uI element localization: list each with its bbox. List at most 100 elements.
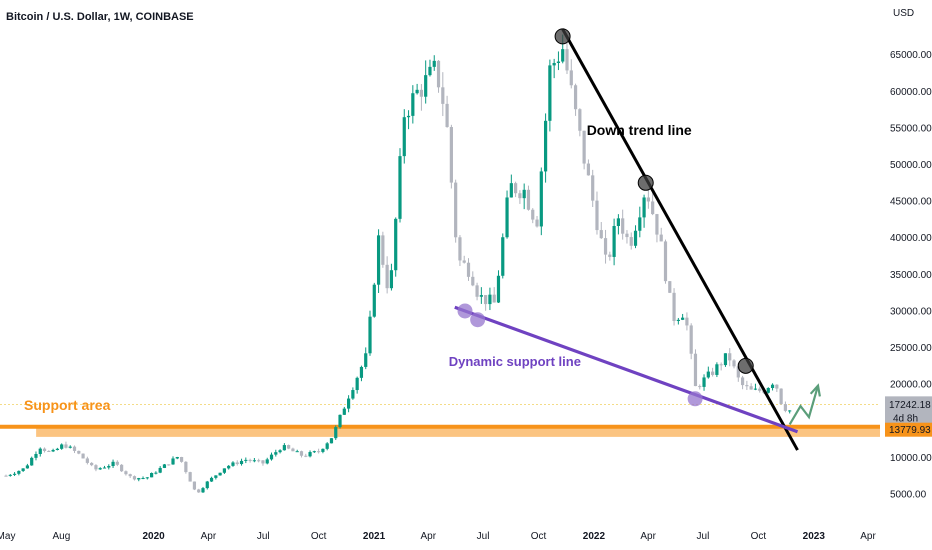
candle-body (663, 241, 668, 282)
candle (111, 459, 115, 468)
candle (415, 83, 419, 95)
candle (60, 443, 64, 450)
price-axis[interactable]: 65000.00 60000.00 55000.00 50000.00 45000.00… (890, 50, 932, 500)
candle-body (569, 70, 573, 86)
candle-body (21, 468, 25, 471)
candle (573, 83, 578, 116)
price-tick-label: 25000.00 (890, 343, 932, 354)
candle-body (81, 453, 85, 459)
candle (723, 353, 728, 367)
candle-body (496, 275, 501, 303)
candle (184, 461, 188, 474)
down-trend-touch-marker (637, 174, 654, 191)
candle (295, 449, 299, 453)
candle (569, 59, 573, 89)
candle-body (706, 371, 710, 378)
candle-body (248, 459, 252, 461)
candle-body (676, 319, 680, 322)
support-area-zone (36, 427, 881, 437)
candle-body (398, 156, 402, 219)
candle (578, 108, 582, 137)
candle-body (411, 93, 415, 116)
candle (158, 466, 162, 474)
candle-body (543, 120, 548, 172)
candle (702, 374, 706, 391)
candle-body (749, 386, 753, 390)
candle (252, 458, 256, 463)
time-axis[interactable]: May Aug 2020 Apr Jul Oct 2021 Apr Jul Oct 2022 Apr J… (0, 531, 876, 542)
candle-body (586, 163, 591, 176)
candle (4, 474, 8, 477)
candle (753, 383, 758, 391)
candle (124, 470, 128, 476)
candle-body (274, 452, 278, 455)
candle (556, 51, 561, 71)
candle-body (218, 472, 222, 476)
candle-body (711, 371, 715, 375)
candle-body (770, 384, 775, 389)
down-trend-label: Down trend line (587, 122, 692, 138)
support-area-label: Support area (24, 397, 111, 413)
dynamic-support-label: Dynamic support line (449, 354, 581, 369)
candle-body (257, 460, 261, 462)
candle-body (753, 388, 758, 390)
candle-body (616, 218, 620, 226)
candle-body (539, 171, 543, 227)
candle (17, 470, 21, 476)
candlestick-series (4, 34, 792, 493)
candle (274, 449, 278, 457)
candle (715, 362, 719, 378)
candle (188, 471, 192, 482)
candle (608, 251, 612, 261)
candle-body (12, 473, 17, 475)
candle-body (68, 446, 72, 448)
candle-body (681, 317, 685, 320)
candle (514, 181, 518, 198)
candle (543, 113, 548, 183)
candle-body (728, 353, 732, 361)
candle (364, 347, 368, 370)
candle (197, 488, 201, 493)
time-tick-label: Apr (640, 531, 656, 542)
price-tick-label: 20000.00 (890, 380, 932, 391)
candle (479, 287, 483, 304)
candle-body (582, 130, 586, 164)
candle-body (304, 455, 308, 457)
candle (141, 476, 145, 480)
candle-body (17, 470, 21, 474)
candle (693, 349, 698, 387)
candle (509, 174, 513, 198)
time-tick-label: Jul (477, 531, 490, 542)
candle-body (329, 438, 334, 444)
candle-body (441, 87, 445, 104)
candle (599, 222, 603, 239)
candle (441, 72, 445, 117)
candle (565, 42, 569, 75)
candle-body (625, 233, 629, 238)
candle (85, 456, 89, 465)
candle-body (621, 218, 625, 234)
candle-body (406, 115, 411, 118)
candle (449, 124, 453, 189)
candle (711, 367, 715, 377)
candle (539, 167, 543, 236)
price-tick-label: 45000.00 (890, 197, 932, 208)
candle-body (334, 427, 338, 439)
candle (411, 85, 415, 124)
candle-body (312, 451, 316, 453)
candle-body (535, 219, 539, 227)
candle-body (192, 481, 197, 490)
price-tick-label: 35000.00 (890, 270, 932, 281)
candle-body (479, 295, 483, 297)
candle-body (612, 225, 616, 257)
candle-body (646, 197, 650, 202)
candle (518, 190, 522, 204)
candle (758, 386, 762, 393)
candle (261, 460, 265, 466)
candle-body (419, 89, 423, 97)
candle (535, 216, 539, 228)
candle (424, 60, 428, 104)
candle (526, 185, 531, 211)
